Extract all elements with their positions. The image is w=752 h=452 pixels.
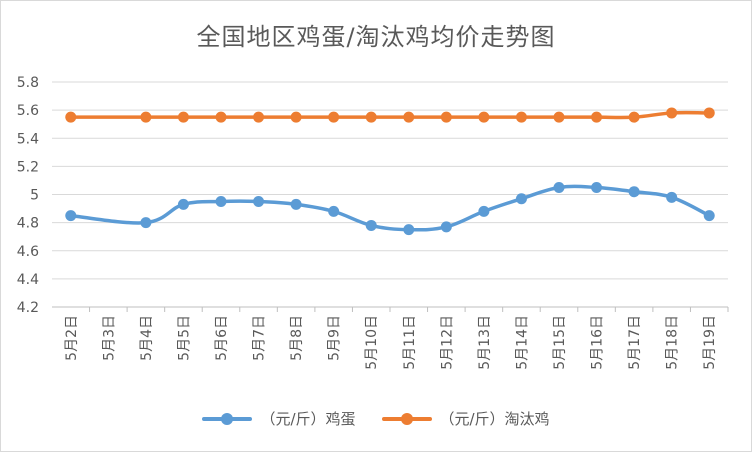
y-tick-label: 4.2 [17,300,39,316]
series-line-0 [69,184,711,232]
x-tick-label: 5月14日 [514,315,530,370]
data-point-0 [440,221,452,233]
y-tick-label: 5 [30,188,39,204]
data-point-1 [703,107,715,119]
legend-swatch-egg [202,412,253,426]
y-tick-label: 4.8 [17,216,39,232]
data-point-1 [478,111,490,123]
series-line-1 [69,110,711,120]
series-lines [69,110,711,232]
data-point-1 [215,111,227,123]
x-tick-label: 5月12日 [439,315,455,370]
data-point-1 [440,111,452,123]
y-tick-label: 5.4 [17,131,39,147]
y-tick-label: 4.4 [17,272,39,288]
data-point-0 [403,224,415,236]
x-axis: 5月2日 5月3日 5月4日 5月5日 5月6日 5月7日 5月8日 5月9日 5月10日 5月1… [52,306,729,370]
data-point-1 [328,111,340,123]
legend: （元/斤）鸡蛋 （元/斤）淘汰鸡 [1,408,751,429]
data-point-1 [591,111,603,123]
y-tick-label: 5.8 [17,75,39,91]
data-point-0 [515,193,527,205]
x-tick-label: 5月5日 [176,315,192,361]
data-point-1 [253,111,265,123]
data-point-0 [553,181,565,193]
data-point-0 [215,196,227,208]
data-point-0 [478,205,490,217]
data-point-0 [628,186,640,198]
legend-label-egg: （元/斤）鸡蛋 [260,410,356,428]
data-point-0 [666,191,678,203]
x-tick-label: 5月13日 [477,315,493,370]
data-point-1 [403,111,415,123]
x-tick-label: 5月18日 [665,315,681,370]
legend-item-culled-hen: （元/斤）淘汰鸡 [381,408,550,429]
x-tick-label: 5月17日 [627,315,643,370]
legend-item-egg: （元/斤）鸡蛋 [202,408,356,429]
data-point-1 [140,111,152,123]
data-point-1 [177,111,189,123]
y-tick-label: 5.2 [17,159,39,175]
y-tick-label: 5.6 [17,103,39,119]
x-tick-label: 5月7日 [252,315,268,361]
data-point-1 [365,111,377,123]
x-tick-label: 5月3日 [101,315,117,361]
data-point-0 [65,210,77,222]
x-tick-label: 5月4日 [139,315,155,361]
data-point-1 [628,111,640,123]
data-point-1 [65,111,77,123]
data-point-0 [703,210,715,222]
data-point-1 [553,111,565,123]
x-tick-label: 5月16日 [590,315,606,370]
x-tick-label: 5月6日 [214,315,230,361]
y-axis: 4.2 4.4 4.6 4.8 5 5.2 5.4 5.6 5.8 [17,75,39,316]
x-tick-label: 5月8日 [289,315,305,361]
series-points [65,107,715,236]
data-point-1 [666,107,678,119]
x-tick-label: 5月10日 [364,315,380,370]
x-tick-label: 5月9日 [327,315,343,361]
data-point-1 [515,111,527,123]
y-tick-label: 4.6 [17,244,39,260]
legend-label-culled-hen: （元/斤）淘汰鸡 [439,410,550,428]
legend-swatch-culled-hen [381,412,432,426]
data-point-0 [140,217,152,229]
x-tick-label: 5月11日 [402,315,418,370]
chart-title: 全国地区鸡蛋/淘汰鸡均价走势图 [196,23,556,51]
data-point-0 [328,205,340,217]
x-tick-label: 5月19日 [702,315,718,370]
data-point-0 [177,198,189,210]
data-point-0 [253,196,265,208]
data-point-0 [365,219,377,231]
data-point-1 [290,111,302,123]
x-tick-label: 5月2日 [64,315,80,361]
x-tick-label: 5月15日 [552,315,568,370]
data-point-0 [290,198,302,210]
data-point-0 [591,181,603,193]
